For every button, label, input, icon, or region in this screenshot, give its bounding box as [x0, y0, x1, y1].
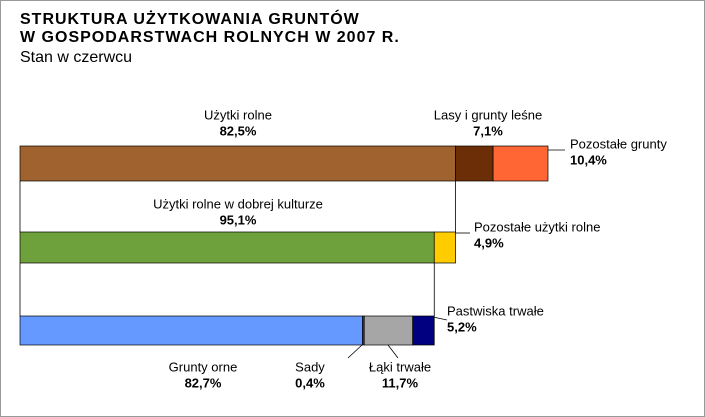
segment-label: Lasy i grunty leśne [434, 107, 542, 122]
leader-line [347, 344, 363, 359]
bar-segment [19, 315, 363, 346]
segment-label: Łąki trwałe [369, 359, 431, 374]
bar-segment [412, 315, 435, 346]
leader-line [387, 344, 399, 359]
value-label: 7,1% [473, 123, 503, 138]
chart-title: W GOSPODARSTWACH ROLNYCH W 2007 R. [20, 29, 400, 46]
bar-segment [19, 145, 456, 182]
segment-label: Pozostałe grunty [570, 136, 667, 151]
bar-segment [433, 231, 456, 264]
bar-segment [363, 315, 414, 346]
segment-label: Pastwiska trwałe [447, 303, 544, 318]
segment-label: Użytki rolne w dobrej kulturze [153, 196, 323, 211]
value-label: 11,7% [382, 375, 419, 390]
value-label: 95,1% [220, 212, 257, 227]
bar-segment [492, 145, 549, 182]
value-label: 10,4% [570, 152, 607, 167]
segment-label: Pozostałe użytki rolne [474, 219, 600, 234]
value-label: 82,5% [220, 123, 257, 138]
bar-segment [19, 231, 435, 264]
chart-title: STRUKTURA UŻYTKOWANIA GRUNTÓW [20, 9, 360, 28]
segment-label: Grunty orne [169, 359, 238, 374]
bar-segment [455, 145, 494, 182]
value-label: 5,2% [447, 319, 477, 334]
chart-subtitle: Stan w czerwcu [20, 49, 132, 66]
segment-label: Użytki rolne [204, 107, 272, 122]
segment-label: Sady [295, 359, 325, 374]
value-label: 0,4% [295, 375, 325, 390]
leader-line [432, 316, 448, 321]
value-label: 4,9% [474, 235, 504, 250]
value-label: 82,7% [185, 375, 222, 390]
